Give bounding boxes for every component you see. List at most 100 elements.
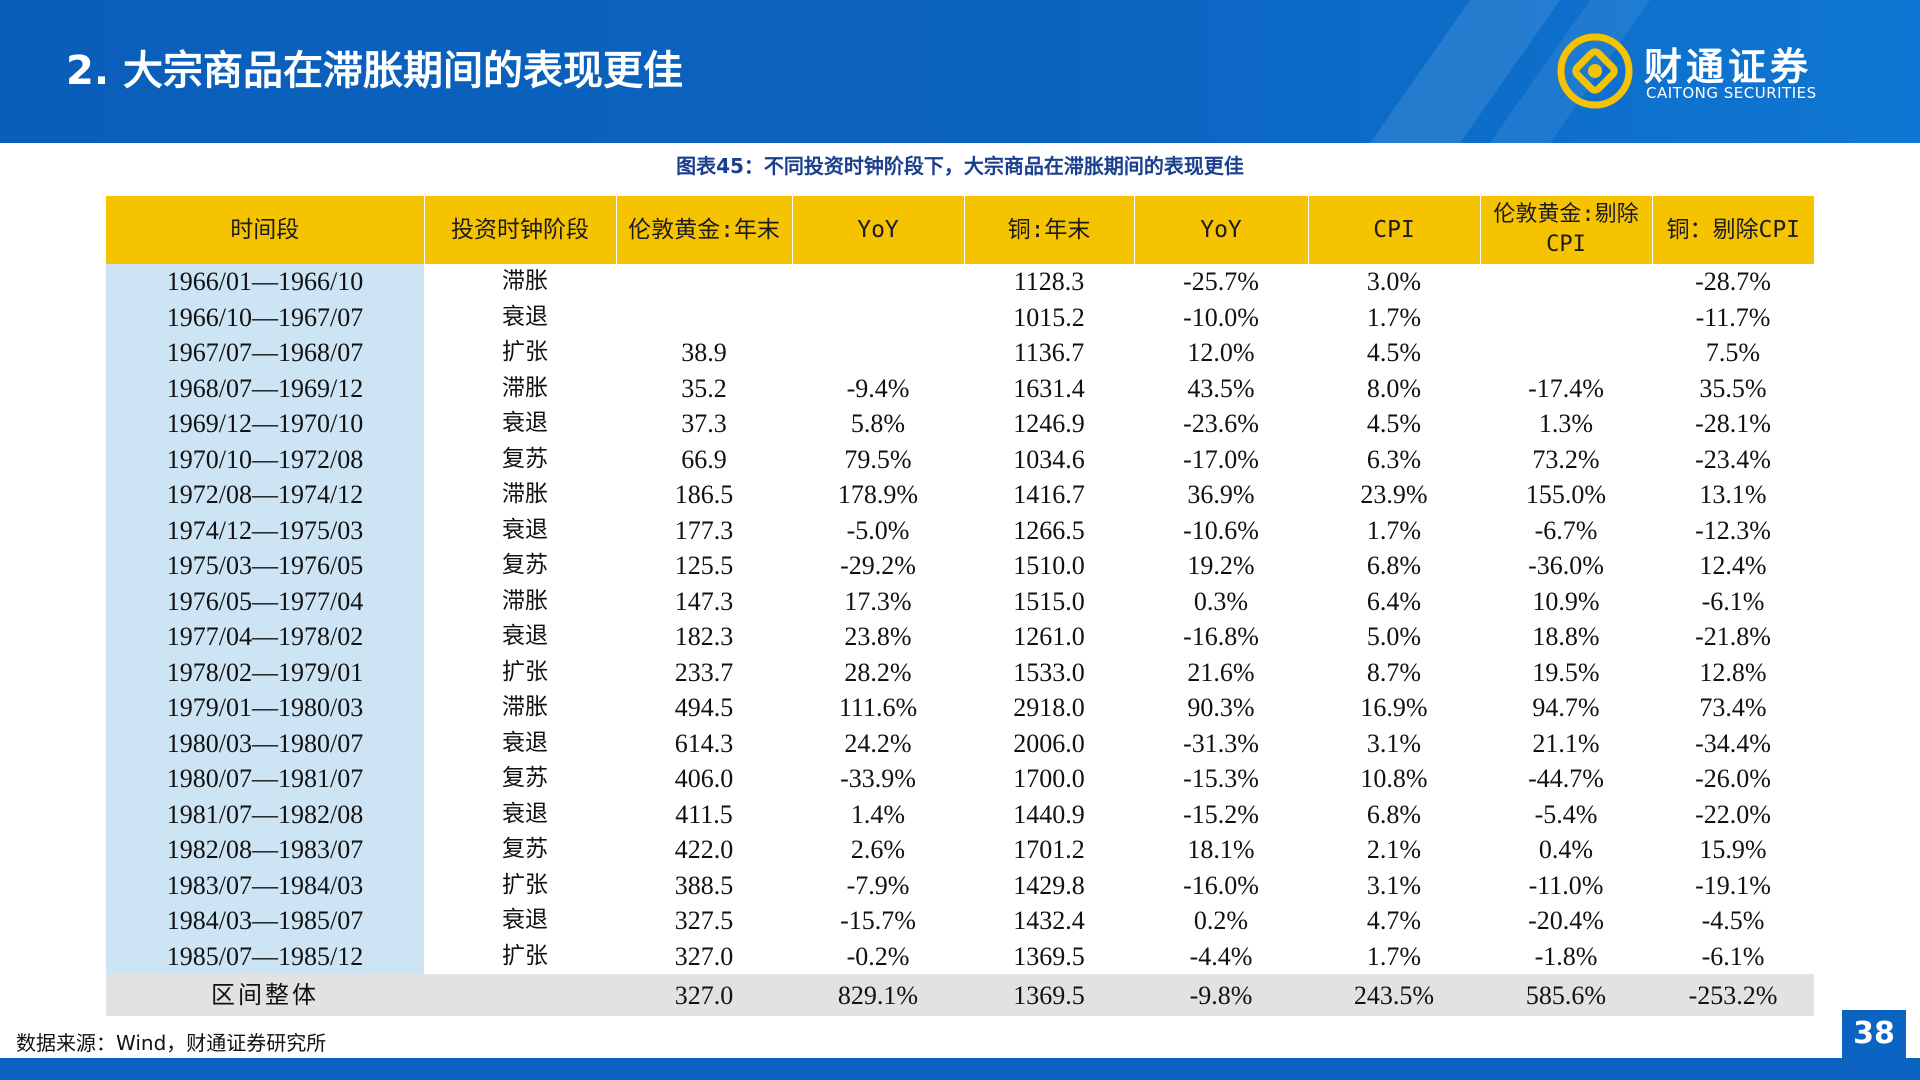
table-total-row: 区间整体 327.0 829.1% 1369.5 -9.8% 243.5% 585.6% -2… (106, 974, 1814, 1016)
table-cell: 2.6% (850, 835, 906, 865)
table-cell (792, 300, 964, 336)
table-cell: -23.6% (1183, 409, 1259, 439)
table-cell: 1.7% (1366, 515, 1422, 545)
table-row: 1978/02—1979/01 扩张 233.7 28.2% 1533.0 21.6% 8.… (106, 654, 1814, 690)
table-cell: 6.8% (1366, 799, 1422, 829)
table-cell: 8.0% (1366, 373, 1422, 403)
table-row: 1982/08—1983/07 复苏 422.0 2.6% 1701.2 18.1% 2.1… (106, 832, 1814, 868)
table-cell: 15.9% (1699, 835, 1767, 865)
table-cell: 1533.0 (1013, 657, 1085, 687)
table-cell: 衰退 (502, 623, 548, 650)
header-stage: 投资时钟阶段 (423, 196, 616, 264)
page-number: 38 (1842, 1010, 1906, 1058)
table-cell: 178.9% (837, 480, 919, 510)
table-cell: -34.4% (1695, 728, 1771, 758)
table-body: 1966/01—1966/10 滞胀 1128.3 -25.7% 3.0% -28.7% 1… (106, 264, 1814, 1016)
table-cell: 1701.2 (1013, 835, 1085, 865)
table-row: 1966/10—1967/07 衰退 1015.2 -10.0% 1.7% -11.7% (106, 299, 1814, 336)
table-row: 1980/07—1981/07 复苏 406.0 -33.9% 1700.0 -15.3%… (106, 761, 1814, 797)
table-cell: 1975/03—1976/05 (106, 548, 424, 584)
table-cell: -253.2% (1652, 974, 1814, 1016)
table-cell: -26.0% (1695, 764, 1771, 794)
table-cell: 186.5 (674, 480, 734, 510)
table-row: 1977/04—1978/02 衰退 182.3 23.8% 1261.0 -16.8% 5… (106, 619, 1814, 655)
logo-text-en: CAITONG SECURITIES (1646, 84, 1817, 102)
table-cell: 1.7% (1366, 302, 1422, 332)
table-cell: 1969/12—1970/10 (106, 406, 424, 442)
table-cell: 10.8% (1360, 764, 1428, 794)
table-row: 1980/03—1980/07 衰退 614.3 24.2% 2006.0 -31.3% 3… (106, 725, 1814, 761)
table-cell: 38.9 (681, 338, 727, 368)
table-cell: 3.0% (1366, 267, 1422, 297)
figure-title: 图表45：不同投资时钟阶段下，大宗商品在滞胀期间的表现更佳 (676, 154, 1244, 178)
table-cell: 1.7% (1366, 941, 1422, 971)
table-cell: -22.0% (1695, 799, 1771, 829)
table-cell: 衰退 (502, 303, 548, 330)
table-cell: -28.7% (1695, 267, 1771, 297)
table-cell: 1968/07—1969/12 (106, 370, 424, 406)
table-cell: 614.3 (674, 728, 734, 758)
table-row: 1970/10—1972/08 复苏 66.9 79.5% 1034.6 -17.0% 6.… (106, 441, 1814, 477)
table-cell: 1982/08—1983/07 (106, 832, 424, 868)
table-cell: 1.4% (850, 799, 906, 829)
table-cell: 1432.4 (1013, 906, 1085, 936)
table-cell: 125.5 (674, 551, 734, 581)
table-cell: 衰退 (502, 907, 548, 934)
table-cell: -11.7% (1695, 302, 1771, 332)
table-row: 1984/03—1985/07 衰退 327.5 -15.7% 1432.4 0.2% 4.… (106, 903, 1814, 939)
table-cell: 2006.0 (1013, 728, 1085, 758)
table-cell: 16.9% (1360, 693, 1428, 723)
table-cell: 10.9% (1532, 586, 1600, 616)
table-cell: 1136.7 (1013, 338, 1085, 368)
table-cell: 1966/01—1966/10 (106, 264, 424, 300)
header-cpi: CPI (1307, 196, 1480, 264)
table-cell: 1966/10—1967/07 (106, 299, 424, 335)
logo-icon (1557, 33, 1633, 109)
table-row: 1976/05—1977/04 滞胀 147.3 17.3% 1515.0 0.3% 6.4… (106, 583, 1814, 619)
table-cell (616, 264, 792, 300)
table-cell: 复苏 (502, 445, 548, 472)
table-cell: 24.2% (844, 728, 912, 758)
table-cell: 36.9% (1187, 480, 1255, 510)
table-cell: 1266.5 (1013, 515, 1085, 545)
footer-bar (0, 1058, 1920, 1080)
table-cell: 43.5% (1187, 373, 1255, 403)
table-cell: 1246.9 (1013, 409, 1085, 439)
table-cell: -6.7% (1534, 515, 1598, 545)
table-cell (792, 335, 964, 371)
table-cell: -28.1% (1695, 409, 1771, 439)
table-row: 1972/08—1974/12 滞胀 186.5 178.9% 1416.7 36.9% 2… (106, 477, 1814, 513)
table-cell: 66.9 (681, 444, 727, 474)
table-cell: 1967/07—1968/07 (106, 335, 424, 371)
table-cell: 滞胀 (502, 694, 548, 721)
table-cell: -10.6% (1183, 515, 1259, 545)
table-cell: 4.5% (1366, 409, 1422, 439)
table-cell: 1981/07—1982/08 (106, 796, 424, 832)
header-copper-ex-cpi: 铜：剔除CPI (1651, 196, 1814, 264)
table-row: 1966/01—1966/10 滞胀 1128.3 -25.7% 3.0% -28.7% (106, 264, 1814, 300)
table-cell: -15.3% (1183, 764, 1259, 794)
table-cell: -17.4% (1528, 373, 1604, 403)
table-cell: -9.8% (1134, 974, 1308, 1016)
table-cell: 衰退 (502, 800, 548, 827)
table-cell: -5.4% (1534, 799, 1598, 829)
table-header-row: 时间段 投资时钟阶段 伦敦黄金:年末 YoY 铜:年末 YoY CPI 伦敦黄金:剔除CPI 铜… (106, 196, 1814, 264)
table-cell: -4.4% (1189, 941, 1253, 971)
table-cell: 1515.0 (1013, 586, 1085, 616)
table-cell: 21.1% (1532, 728, 1600, 758)
table-cell: 1015.2 (1013, 302, 1085, 332)
table-cell: 12.4% (1699, 551, 1767, 581)
table-cell: -44.7% (1528, 764, 1604, 794)
table-cell: 1980/03—1980/07 (106, 725, 424, 761)
table-cell: 1974/12—1975/03 (106, 512, 424, 548)
table-cell: 155.0% (1525, 480, 1607, 510)
table-row: 1974/12—1975/03 衰退 177.3 -5.0% 1266.5 -10.6% 1… (106, 512, 1814, 548)
table-cell: 147.3 (674, 586, 734, 616)
table-cell: 37.3 (681, 409, 727, 439)
table-cell: 1970/10—1972/08 (106, 441, 424, 477)
table-cell: -6.1% (1701, 941, 1765, 971)
table-cell: -17.0% (1183, 444, 1259, 474)
table-cell: 滞胀 (502, 587, 548, 614)
table-cell: 0.3% (1193, 586, 1249, 616)
table-cell (792, 264, 964, 300)
